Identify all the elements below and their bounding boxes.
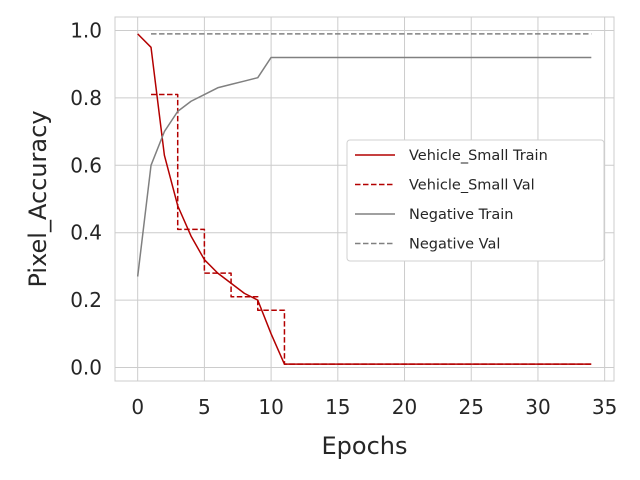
x-tick-label: 0 <box>131 395 144 419</box>
series-lines <box>136 33 592 365</box>
y-axis-label: Pixel_Accuracy <box>24 110 52 287</box>
y-tick-label: 0.8 <box>70 86 102 110</box>
y-tick-label: 1.0 <box>70 18 102 42</box>
x-axis-label: Epochs <box>322 432 408 460</box>
x-tick-label: 5 <box>198 395 211 419</box>
y-tick-label: 0.6 <box>70 153 102 177</box>
series-line-1 <box>151 93 592 365</box>
legend: Vehicle_Small Train Vehicle_Small Val Nega… <box>346 139 605 262</box>
legend-label: Vehicle_Small Train <box>409 148 548 164</box>
x-tick-label: 20 <box>392 395 417 419</box>
y-tick-label: 0.0 <box>70 356 102 380</box>
x-tick-label: 15 <box>325 395 350 419</box>
plot-frame <box>114 16 615 382</box>
x-tick-labels: 0 5 10 15 20 25 30 35 <box>131 395 617 419</box>
legend-box <box>346 139 605 262</box>
series-line-2 <box>136 56 592 277</box>
y-tick-label: 0.2 <box>70 288 102 312</box>
x-tick-label: 30 <box>525 395 550 419</box>
y-tick-labels: 0.0 0.2 0.4 0.6 0.8 1.0 <box>70 18 102 379</box>
x-tick-label: 35 <box>592 395 617 419</box>
legend-label: Vehicle_Small Val <box>409 178 535 194</box>
x-tick-label: 10 <box>258 395 283 419</box>
legend-label: Negative Val <box>409 237 500 253</box>
y-tick-label: 0.4 <box>70 221 102 245</box>
x-tick-label: 25 <box>459 395 484 419</box>
legend-label: Negative Train <box>409 207 513 223</box>
